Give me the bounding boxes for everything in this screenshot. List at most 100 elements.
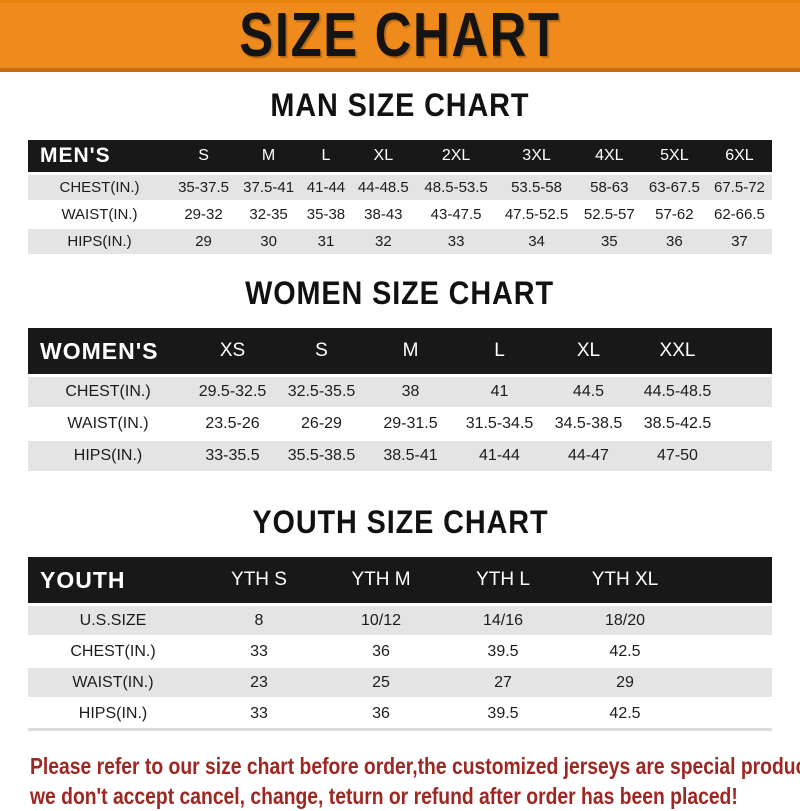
cell: 52.5-57	[576, 201, 642, 229]
women-table-label: WOMEN'S	[28, 328, 188, 377]
cell: 33	[198, 636, 320, 668]
youth-table-label: YOUTH	[28, 557, 198, 606]
cell: 27	[442, 667, 564, 699]
column-header: S	[171, 140, 237, 175]
column-header: L	[301, 140, 351, 175]
cell: 63-67.5	[641, 173, 707, 202]
cell: 35.5-38.5	[277, 440, 366, 473]
cell: 32	[350, 228, 416, 256]
cell: 57-62	[641, 201, 707, 229]
women-header-row: WOMEN'S XS S M L XL XXL	[28, 328, 772, 377]
spacer-cell	[722, 408, 772, 441]
cell: 36	[320, 636, 442, 668]
column-header: YTH XL	[564, 557, 686, 606]
column-header: 3XL	[496, 140, 577, 175]
cell: 44.5-48.5	[633, 375, 722, 409]
cell: 67.5-72	[706, 173, 772, 202]
banner-title: SIZE CHART	[239, 0, 561, 70]
cell: 44-48.5	[350, 173, 416, 202]
row-label: CHEST(IN.)	[28, 173, 171, 202]
men-size-table: MEN'S S M L XL 2XL 3XL 4XL 5XL 6XL CHEST…	[28, 140, 772, 256]
youth-size-table: YOUTH YTH S YTH M YTH L YTH XL U.S.SIZE …	[28, 557, 772, 731]
cell: 33	[198, 698, 320, 731]
men-section-heading: MAN SIZE CHART	[0, 88, 800, 122]
women-section-title: WOMEN SIZE CHART	[245, 275, 555, 311]
footer-note: Please refer to our size chart before or…	[30, 751, 800, 811]
cell: 29.5-32.5	[188, 375, 277, 409]
spacer-cell	[686, 636, 772, 668]
size-chart-banner: SIZE CHART	[0, 0, 800, 72]
cell: 29	[171, 228, 237, 256]
column-header: M	[236, 140, 302, 175]
youth-section-title: YOUTH SIZE CHART	[251, 504, 548, 540]
column-header: YTH M	[320, 557, 442, 606]
cell: 31.5-34.5	[455, 408, 544, 441]
row-label: CHEST(IN.)	[28, 375, 188, 409]
cell: 41-44	[301, 173, 351, 202]
cell: 29	[564, 667, 686, 699]
cell: 62-66.5	[706, 201, 772, 229]
cell: 58-63	[576, 173, 642, 202]
column-header: M	[366, 328, 455, 377]
youth-section-heading: YOUTH SIZE CHART	[0, 505, 800, 539]
cell: 29-32	[171, 201, 237, 229]
table-row: CHEST(IN.) 35-37.5 37.5-41 41-44 44-48.5…	[28, 173, 772, 202]
row-label: WAIST(IN.)	[28, 408, 188, 441]
row-label: WAIST(IN.)	[28, 667, 198, 699]
cell: 41	[455, 375, 544, 409]
column-header: XS	[188, 328, 277, 377]
cell: 42.5	[564, 636, 686, 668]
footer-line-1: Please refer to our size chart before or…	[30, 753, 800, 779]
cell: 30	[236, 228, 302, 256]
cell: 39.5	[442, 636, 564, 668]
cell: 18/20	[564, 604, 686, 637]
row-label: U.S.SIZE	[28, 604, 198, 637]
men-section-title: MAN SIZE CHART	[270, 87, 530, 123]
spacer-cell	[686, 667, 772, 699]
column-header: 4XL	[576, 140, 642, 175]
cell: 38-43	[350, 201, 416, 229]
cell: 42.5	[564, 698, 686, 731]
table-row: CHEST(IN.) 33 36 39.5 42.5	[28, 636, 772, 668]
row-label: HIPS(IN.)	[28, 698, 198, 731]
men-header-row: MEN'S S M L XL 2XL 3XL 4XL 5XL 6XL	[28, 140, 772, 175]
men-table-label: MEN'S	[28, 140, 171, 175]
women-size-table: WOMEN'S XS S M L XL XXL CHEST(IN.) 29.5-…	[28, 328, 772, 473]
column-header: XXL	[633, 328, 722, 377]
cell: 25	[320, 667, 442, 699]
row-label: HIPS(IN.)	[28, 228, 171, 256]
column-header: 2XL	[415, 140, 497, 175]
cell: 37.5-41	[236, 173, 302, 202]
cell: 33	[415, 228, 497, 256]
cell: 35-38	[301, 201, 351, 229]
cell: 23.5-26	[188, 408, 277, 441]
cell: 44.5	[544, 375, 633, 409]
column-header: L	[455, 328, 544, 377]
cell: 53.5-58	[496, 173, 577, 202]
cell: 23	[198, 667, 320, 699]
column-header: S	[277, 328, 366, 377]
footer-line-2: we don't accept cancel, change, teturn o…	[30, 783, 738, 809]
table-row: WAIST(IN.) 23 25 27 29	[28, 667, 772, 699]
cell: 41-44	[455, 440, 544, 473]
cell: 10/12	[320, 604, 442, 637]
column-header: XL	[350, 140, 416, 175]
cell: 31	[301, 228, 351, 256]
row-label: CHEST(IN.)	[28, 636, 198, 668]
table-row: WAIST(IN.) 23.5-26 26-29 29-31.5 31.5-34…	[28, 408, 772, 441]
spacer-cell	[686, 604, 772, 637]
cell: 29-31.5	[366, 408, 455, 441]
row-label: HIPS(IN.)	[28, 440, 188, 473]
cell: 36	[641, 228, 707, 256]
spacer-cell	[722, 440, 772, 473]
cell: 32.5-35.5	[277, 375, 366, 409]
cell: 38.5-42.5	[633, 408, 722, 441]
table-row: WAIST(IN.) 29-32 32-35 35-38 38-43 43-47…	[28, 201, 772, 229]
table-row: HIPS(IN.) 29 30 31 32 33 34 35 36 37	[28, 228, 772, 256]
spacer-cell	[686, 698, 772, 731]
spacer-cell	[722, 328, 772, 377]
cell: 47-50	[633, 440, 722, 473]
cell: 34	[496, 228, 577, 256]
cell: 38	[366, 375, 455, 409]
youth-header-row: YOUTH YTH S YTH M YTH L YTH XL	[28, 557, 772, 606]
